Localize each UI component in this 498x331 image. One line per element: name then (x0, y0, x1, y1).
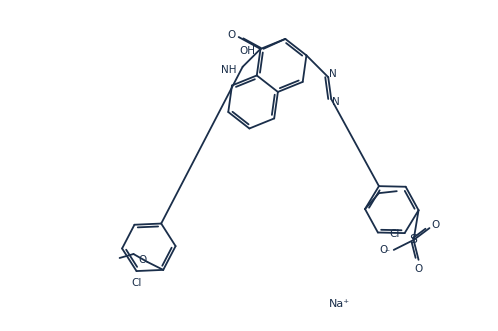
Text: ⁻: ⁻ (384, 248, 389, 258)
Text: N: N (332, 97, 340, 107)
Text: O: O (379, 245, 388, 255)
Text: Cl: Cl (390, 229, 400, 240)
Text: O: O (414, 264, 423, 274)
Text: NH: NH (221, 65, 237, 75)
Text: O: O (228, 30, 236, 40)
Text: N: N (329, 69, 337, 79)
Text: O: O (431, 220, 440, 230)
Text: S: S (409, 233, 418, 247)
Text: O: O (138, 255, 146, 265)
Text: Na⁺: Na⁺ (329, 299, 350, 309)
Text: OH: OH (240, 46, 255, 56)
Text: Cl: Cl (131, 278, 142, 288)
